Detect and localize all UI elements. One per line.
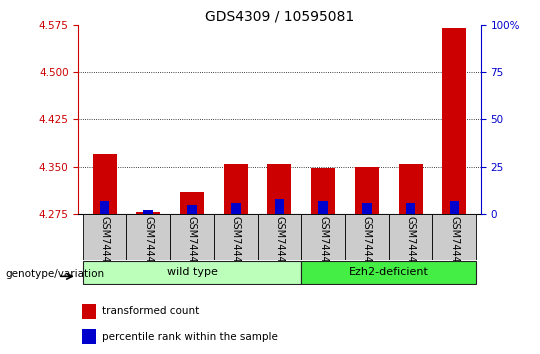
Text: GSM744490: GSM744490 xyxy=(449,216,460,275)
Bar xyxy=(82,304,97,319)
Bar xyxy=(319,201,328,214)
Bar xyxy=(136,212,160,214)
Bar xyxy=(355,167,379,214)
Bar xyxy=(180,192,204,214)
Text: GSM744487: GSM744487 xyxy=(318,216,328,275)
Bar xyxy=(275,199,284,214)
Bar xyxy=(187,205,197,214)
Text: GSM744484: GSM744484 xyxy=(187,216,197,275)
Text: genotype/variation: genotype/variation xyxy=(5,269,105,279)
FancyBboxPatch shape xyxy=(214,214,258,260)
Bar xyxy=(82,329,97,344)
FancyBboxPatch shape xyxy=(301,214,345,260)
Text: percentile rank within the sample: percentile rank within the sample xyxy=(103,332,278,342)
Bar xyxy=(100,201,109,214)
Bar xyxy=(311,168,335,214)
Text: GSM744486: GSM744486 xyxy=(274,216,285,275)
FancyBboxPatch shape xyxy=(258,214,301,260)
FancyBboxPatch shape xyxy=(433,214,476,260)
FancyBboxPatch shape xyxy=(345,214,389,260)
Text: GSM744489: GSM744489 xyxy=(406,216,416,275)
FancyBboxPatch shape xyxy=(126,214,170,260)
Bar xyxy=(406,203,415,214)
FancyBboxPatch shape xyxy=(301,261,476,284)
Text: GSM744485: GSM744485 xyxy=(231,216,241,275)
Text: GSM744483: GSM744483 xyxy=(143,216,153,275)
Bar xyxy=(399,164,423,214)
FancyBboxPatch shape xyxy=(83,261,301,284)
Bar xyxy=(144,210,153,214)
Bar xyxy=(442,28,467,214)
Bar xyxy=(224,164,248,214)
Bar xyxy=(267,164,292,214)
FancyBboxPatch shape xyxy=(389,214,433,260)
Text: transformed count: transformed count xyxy=(103,306,200,316)
Bar xyxy=(450,201,459,214)
FancyBboxPatch shape xyxy=(83,214,126,260)
FancyBboxPatch shape xyxy=(170,214,214,260)
Title: GDS4309 / 10595081: GDS4309 / 10595081 xyxy=(205,10,354,24)
Text: wild type: wild type xyxy=(166,267,218,277)
Bar xyxy=(92,154,117,214)
Bar xyxy=(362,203,372,214)
Text: GSM744488: GSM744488 xyxy=(362,216,372,275)
Bar xyxy=(231,203,240,214)
Text: Ezh2-deficient: Ezh2-deficient xyxy=(349,267,429,277)
Text: GSM744482: GSM744482 xyxy=(99,216,110,275)
